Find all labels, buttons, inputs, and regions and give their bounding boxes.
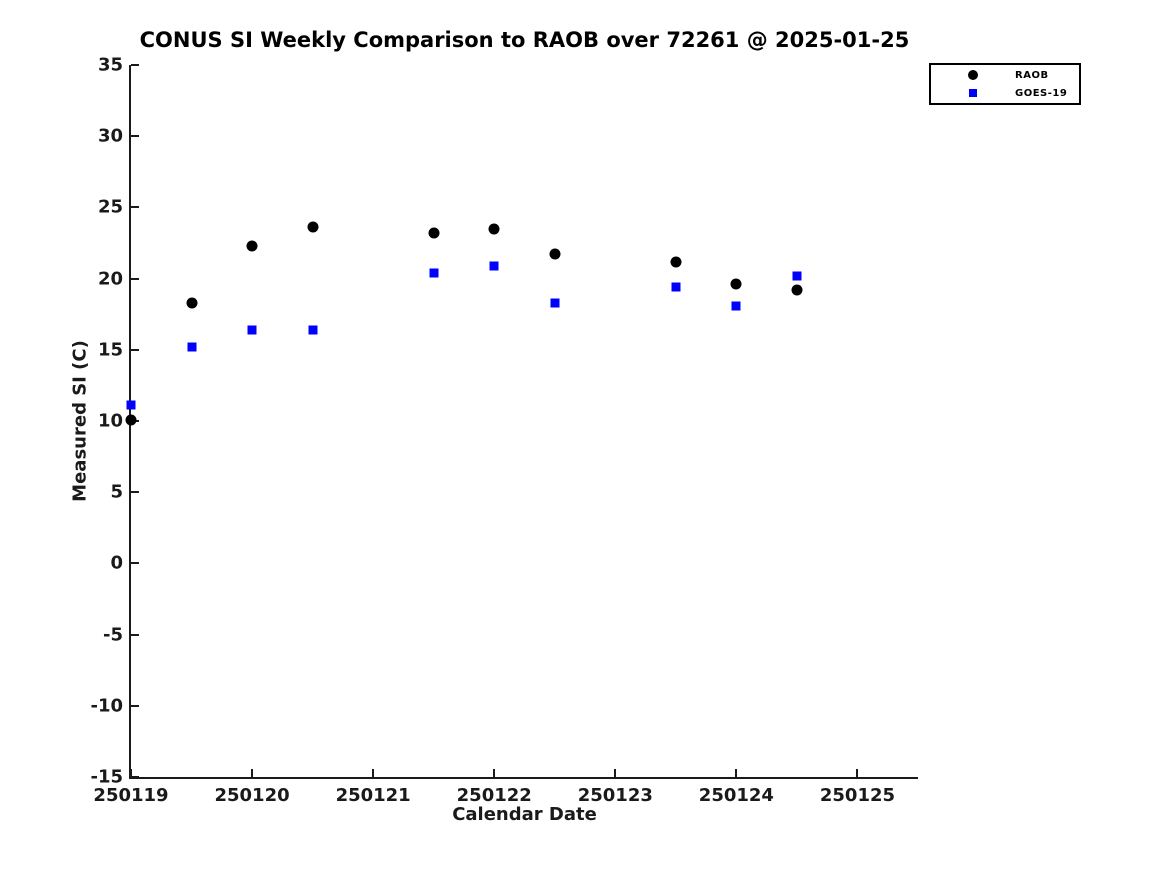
data-point-raob [791, 284, 803, 296]
y-tick-label: 30 [97, 125, 123, 147]
y-tick-label: 5 [110, 481, 123, 503]
x-tick-label: 250123 [577, 785, 653, 806]
y-tick-label: 10 [97, 410, 123, 432]
data-point-goes19 [792, 271, 802, 281]
y-tick-mark [131, 277, 139, 280]
y-tick-label: -10 [90, 695, 123, 717]
chart-title: CONUS SI Weekly Comparison to RAOB over … [139, 28, 910, 52]
data-point-goes19 [550, 298, 560, 308]
x-tick-label: 250120 [214, 785, 290, 806]
circle-marker-icon [968, 70, 978, 80]
data-point-raob [488, 223, 500, 235]
plot-area: 250119 250120 250121 250122 250123 250124 2501… [90, 55, 918, 806]
x-tick-label: 250119 [93, 785, 169, 806]
data-point-raob [428, 227, 440, 239]
y-tick-label: 0 [110, 552, 123, 574]
data-point-goes19 [429, 268, 439, 278]
y-tick-label: 25 [97, 196, 123, 218]
y-tick-mark [131, 348, 139, 351]
data-point-goes19 [308, 325, 318, 335]
x-tick-mark [856, 769, 859, 777]
data-point-goes19 [731, 301, 741, 311]
data-point-raob [730, 278, 742, 290]
x-tick-mark [614, 769, 617, 777]
data-point-raob [186, 297, 198, 309]
y-tick-label: 20 [97, 268, 123, 290]
x-tick-mark [251, 769, 254, 777]
x-tick-mark [493, 769, 496, 777]
y-tick-mark [131, 633, 139, 636]
x-tick-label: 250124 [698, 785, 774, 806]
y-tick-label: -5 [103, 624, 123, 646]
legend-item-raob: RAOB [931, 67, 1079, 83]
y-tick-mark [131, 562, 139, 565]
data-point-goes19 [247, 325, 257, 335]
data-point-raob [246, 240, 258, 252]
x-tick-label: 250125 [819, 785, 896, 806]
y-tick-mark [131, 64, 139, 66]
x-tick-mark [130, 769, 132, 777]
legend: RAOB GOES-19 [929, 63, 1081, 105]
data-point-raob [549, 248, 561, 260]
x-tick-mark [735, 769, 738, 777]
data-point-goes19 [671, 282, 681, 292]
y-axis-label: Measured SI (C) [69, 340, 91, 502]
y-tick-label: -15 [90, 766, 123, 788]
data-point-raob [307, 221, 319, 233]
legend-marker-cell [931, 89, 1015, 97]
y-tick-mark [131, 776, 139, 778]
y-tick-label: 35 [97, 54, 123, 76]
y-tick-label: 15 [97, 339, 123, 361]
x-axis-label: Calendar Date [452, 804, 597, 825]
legend-marker-cell [931, 70, 1015, 80]
y-tick-mark [131, 704, 139, 707]
data-point-goes19 [126, 400, 136, 410]
legend-label-goes19: GOES-19 [1015, 87, 1068, 99]
x-tick-mark [372, 769, 375, 777]
legend-label-raob: RAOB [1015, 69, 1049, 81]
data-point-goes19 [489, 261, 499, 271]
data-point-goes19 [187, 342, 197, 352]
y-tick-mark [131, 206, 139, 209]
data-point-raob [125, 414, 137, 426]
x-tick-label: 250122 [456, 785, 532, 806]
legend-item-goes19: GOES-19 [931, 85, 1079, 101]
square-marker-icon [969, 89, 977, 97]
y-tick-mark [131, 135, 139, 138]
y-tick-mark [131, 491, 139, 494]
x-tick-label: 250121 [335, 785, 411, 806]
data-point-raob [670, 256, 682, 267]
